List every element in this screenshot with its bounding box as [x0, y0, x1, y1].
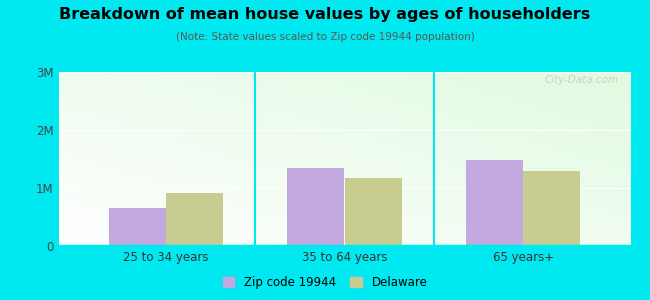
Text: City-Data.com: City-Data.com [545, 76, 619, 85]
Legend: Zip code 19944, Delaware: Zip code 19944, Delaware [220, 273, 430, 291]
Bar [523, 171, 580, 246]
Text: Breakdown of mean house values by ages of householders: Breakdown of mean house values by ages o… [59, 8, 591, 22]
Bar [109, 208, 166, 246]
Bar [344, 178, 402, 246]
Text: (Note: State values scaled to Zip code 19944 population): (Note: State values scaled to Zip code 1… [176, 32, 474, 41]
Bar [466, 160, 523, 246]
Bar [287, 168, 344, 246]
Bar [166, 193, 223, 246]
